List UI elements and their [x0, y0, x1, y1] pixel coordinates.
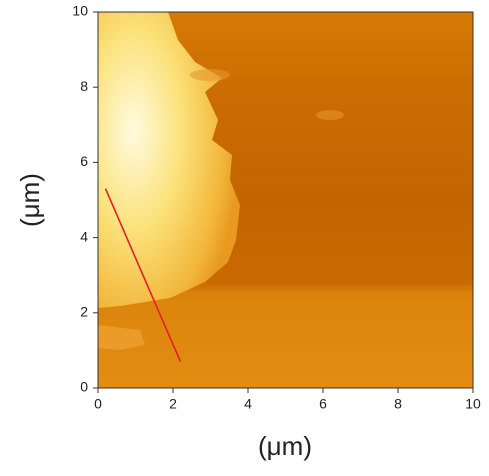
x-tick-label: 4: [244, 396, 252, 412]
x-axis-label: (μm): [258, 431, 312, 461]
y-tick-label: 0: [80, 379, 88, 395]
y-tick-label: 2: [80, 304, 88, 320]
y-tick-label: 10: [72, 3, 88, 19]
afm-image: [98, 12, 473, 388]
plot-frame: [97, 11, 474, 389]
y-axis-label: (μm): [15, 173, 45, 227]
profile-line: [104, 188, 182, 362]
y-tick-label: 6: [80, 153, 88, 169]
x-tick-label: 0: [94, 396, 102, 412]
y-tick-label: 8: [80, 78, 88, 94]
x-tick-label: 6: [319, 396, 327, 412]
y-tick-label: 4: [80, 228, 88, 244]
x-tick-label: 8: [394, 396, 402, 412]
x-tick-label: 2: [169, 396, 177, 412]
x-tick-label: 10: [465, 396, 481, 412]
